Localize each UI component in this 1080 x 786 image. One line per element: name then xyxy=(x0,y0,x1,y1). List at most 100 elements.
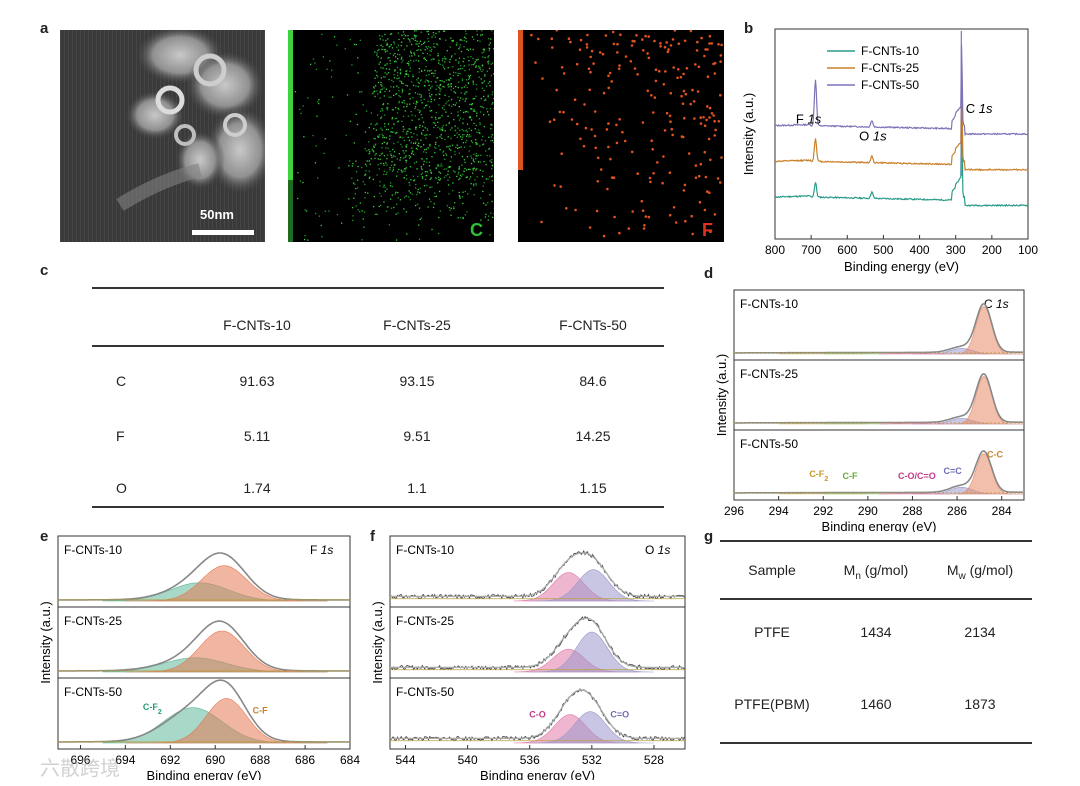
eds-dot xyxy=(488,44,490,46)
x-tick-label: 540 xyxy=(458,753,478,767)
eds-dot xyxy=(395,61,397,63)
eds-dot xyxy=(482,69,484,71)
panel-d-label: d xyxy=(704,265,714,282)
eds-dot xyxy=(404,110,406,112)
eds-dot xyxy=(475,182,477,185)
eds-dot xyxy=(454,53,456,55)
eds-dot xyxy=(605,128,609,131)
eds-dot xyxy=(312,58,315,60)
eds-dot xyxy=(464,30,467,32)
eds-dot xyxy=(468,136,470,138)
eds-dot xyxy=(413,180,415,182)
eds-dot xyxy=(491,159,493,161)
eds-dot xyxy=(420,157,423,160)
eds-dot xyxy=(458,106,460,108)
legend-label: F-CNTs-25 xyxy=(861,61,919,75)
eds-dot xyxy=(380,116,383,118)
eds-dot xyxy=(411,43,413,46)
eds-dot xyxy=(402,59,404,61)
eds-dot xyxy=(450,137,452,140)
eds-dot xyxy=(415,43,417,45)
eds-dot xyxy=(467,75,470,77)
eds-dot xyxy=(446,101,448,103)
eds-dot xyxy=(380,67,382,69)
eds-dot xyxy=(432,122,434,124)
eds-dot xyxy=(368,170,370,172)
eds-dot xyxy=(314,62,316,64)
eds-dot xyxy=(419,124,421,127)
eds-dot xyxy=(451,55,453,57)
eds-dot xyxy=(633,67,637,70)
x-tick-label: 800 xyxy=(765,243,785,257)
eds-dot xyxy=(476,155,478,157)
eds-dot xyxy=(409,128,411,130)
eds-dot xyxy=(471,36,474,38)
eds-dot xyxy=(459,117,462,119)
eds-dot xyxy=(462,217,464,219)
eds-dot xyxy=(412,74,414,76)
eds-dot xyxy=(376,71,378,73)
eds-dot xyxy=(429,186,431,189)
eds-dot xyxy=(558,110,562,114)
eds-dot xyxy=(413,133,415,135)
eds-dot xyxy=(409,166,412,168)
eds-dot xyxy=(405,145,407,147)
chart-f-o1s: F-CNTs-10 O 1sF-CNTs-25F-CNTs-50C-O C=O544… xyxy=(370,535,686,780)
eds-dot xyxy=(379,154,381,157)
eds-dot xyxy=(370,158,372,160)
eds-dot xyxy=(385,39,387,41)
eds-dot xyxy=(712,114,715,117)
eds-dot xyxy=(379,185,381,187)
eds-dot xyxy=(644,34,647,38)
eds-dot xyxy=(444,58,446,60)
eds-dot xyxy=(551,46,554,49)
eds-dot xyxy=(418,238,421,240)
eds-dot xyxy=(450,84,452,86)
eds-dot xyxy=(448,100,450,102)
eds-dot xyxy=(374,213,376,215)
eds-dot xyxy=(483,80,485,83)
eds-dot xyxy=(395,191,397,193)
panel-c-label: c xyxy=(40,262,49,279)
eds-dot xyxy=(460,146,462,148)
eds-dot xyxy=(396,46,398,48)
eds-dot xyxy=(444,152,447,155)
eds-dot xyxy=(485,164,487,166)
table-cell: 93.15 xyxy=(399,373,435,389)
eds-dot xyxy=(403,33,405,36)
table-cell: 1434 xyxy=(860,624,892,640)
eds-dot xyxy=(493,142,494,144)
eds-dot xyxy=(468,134,470,136)
eds-dot xyxy=(470,162,473,165)
eds-dot xyxy=(382,104,384,106)
eds-dot xyxy=(388,57,390,59)
eds-dot xyxy=(713,61,717,65)
eds-dot xyxy=(394,155,396,158)
eds-dot xyxy=(653,96,657,99)
eds-dot xyxy=(429,110,431,112)
eds-dot xyxy=(415,30,417,32)
eds-dot xyxy=(448,122,450,125)
eds-dot xyxy=(420,139,422,141)
eds-dot xyxy=(372,92,374,94)
subplot-name: F-CNTs-25 xyxy=(740,367,798,381)
eds-dot xyxy=(392,54,395,56)
eds-dot xyxy=(428,106,431,108)
eds-dot xyxy=(437,54,439,57)
eds-dot xyxy=(454,125,456,128)
eds-dot xyxy=(400,80,403,83)
eds-dot xyxy=(466,211,468,213)
eds-dot xyxy=(435,141,437,144)
eds-dot xyxy=(383,184,385,186)
eds-dot xyxy=(377,135,379,137)
eds-dot xyxy=(478,132,480,134)
eds-dot xyxy=(445,79,447,81)
component-peak xyxy=(125,698,328,744)
eds-dot xyxy=(425,65,427,68)
eds-dot xyxy=(400,44,402,47)
eds-dot xyxy=(452,189,454,192)
eds-dot xyxy=(375,129,377,131)
eds-dot xyxy=(438,59,440,62)
eds-dot xyxy=(434,70,436,72)
component-label: C-O/C=O xyxy=(898,471,936,481)
